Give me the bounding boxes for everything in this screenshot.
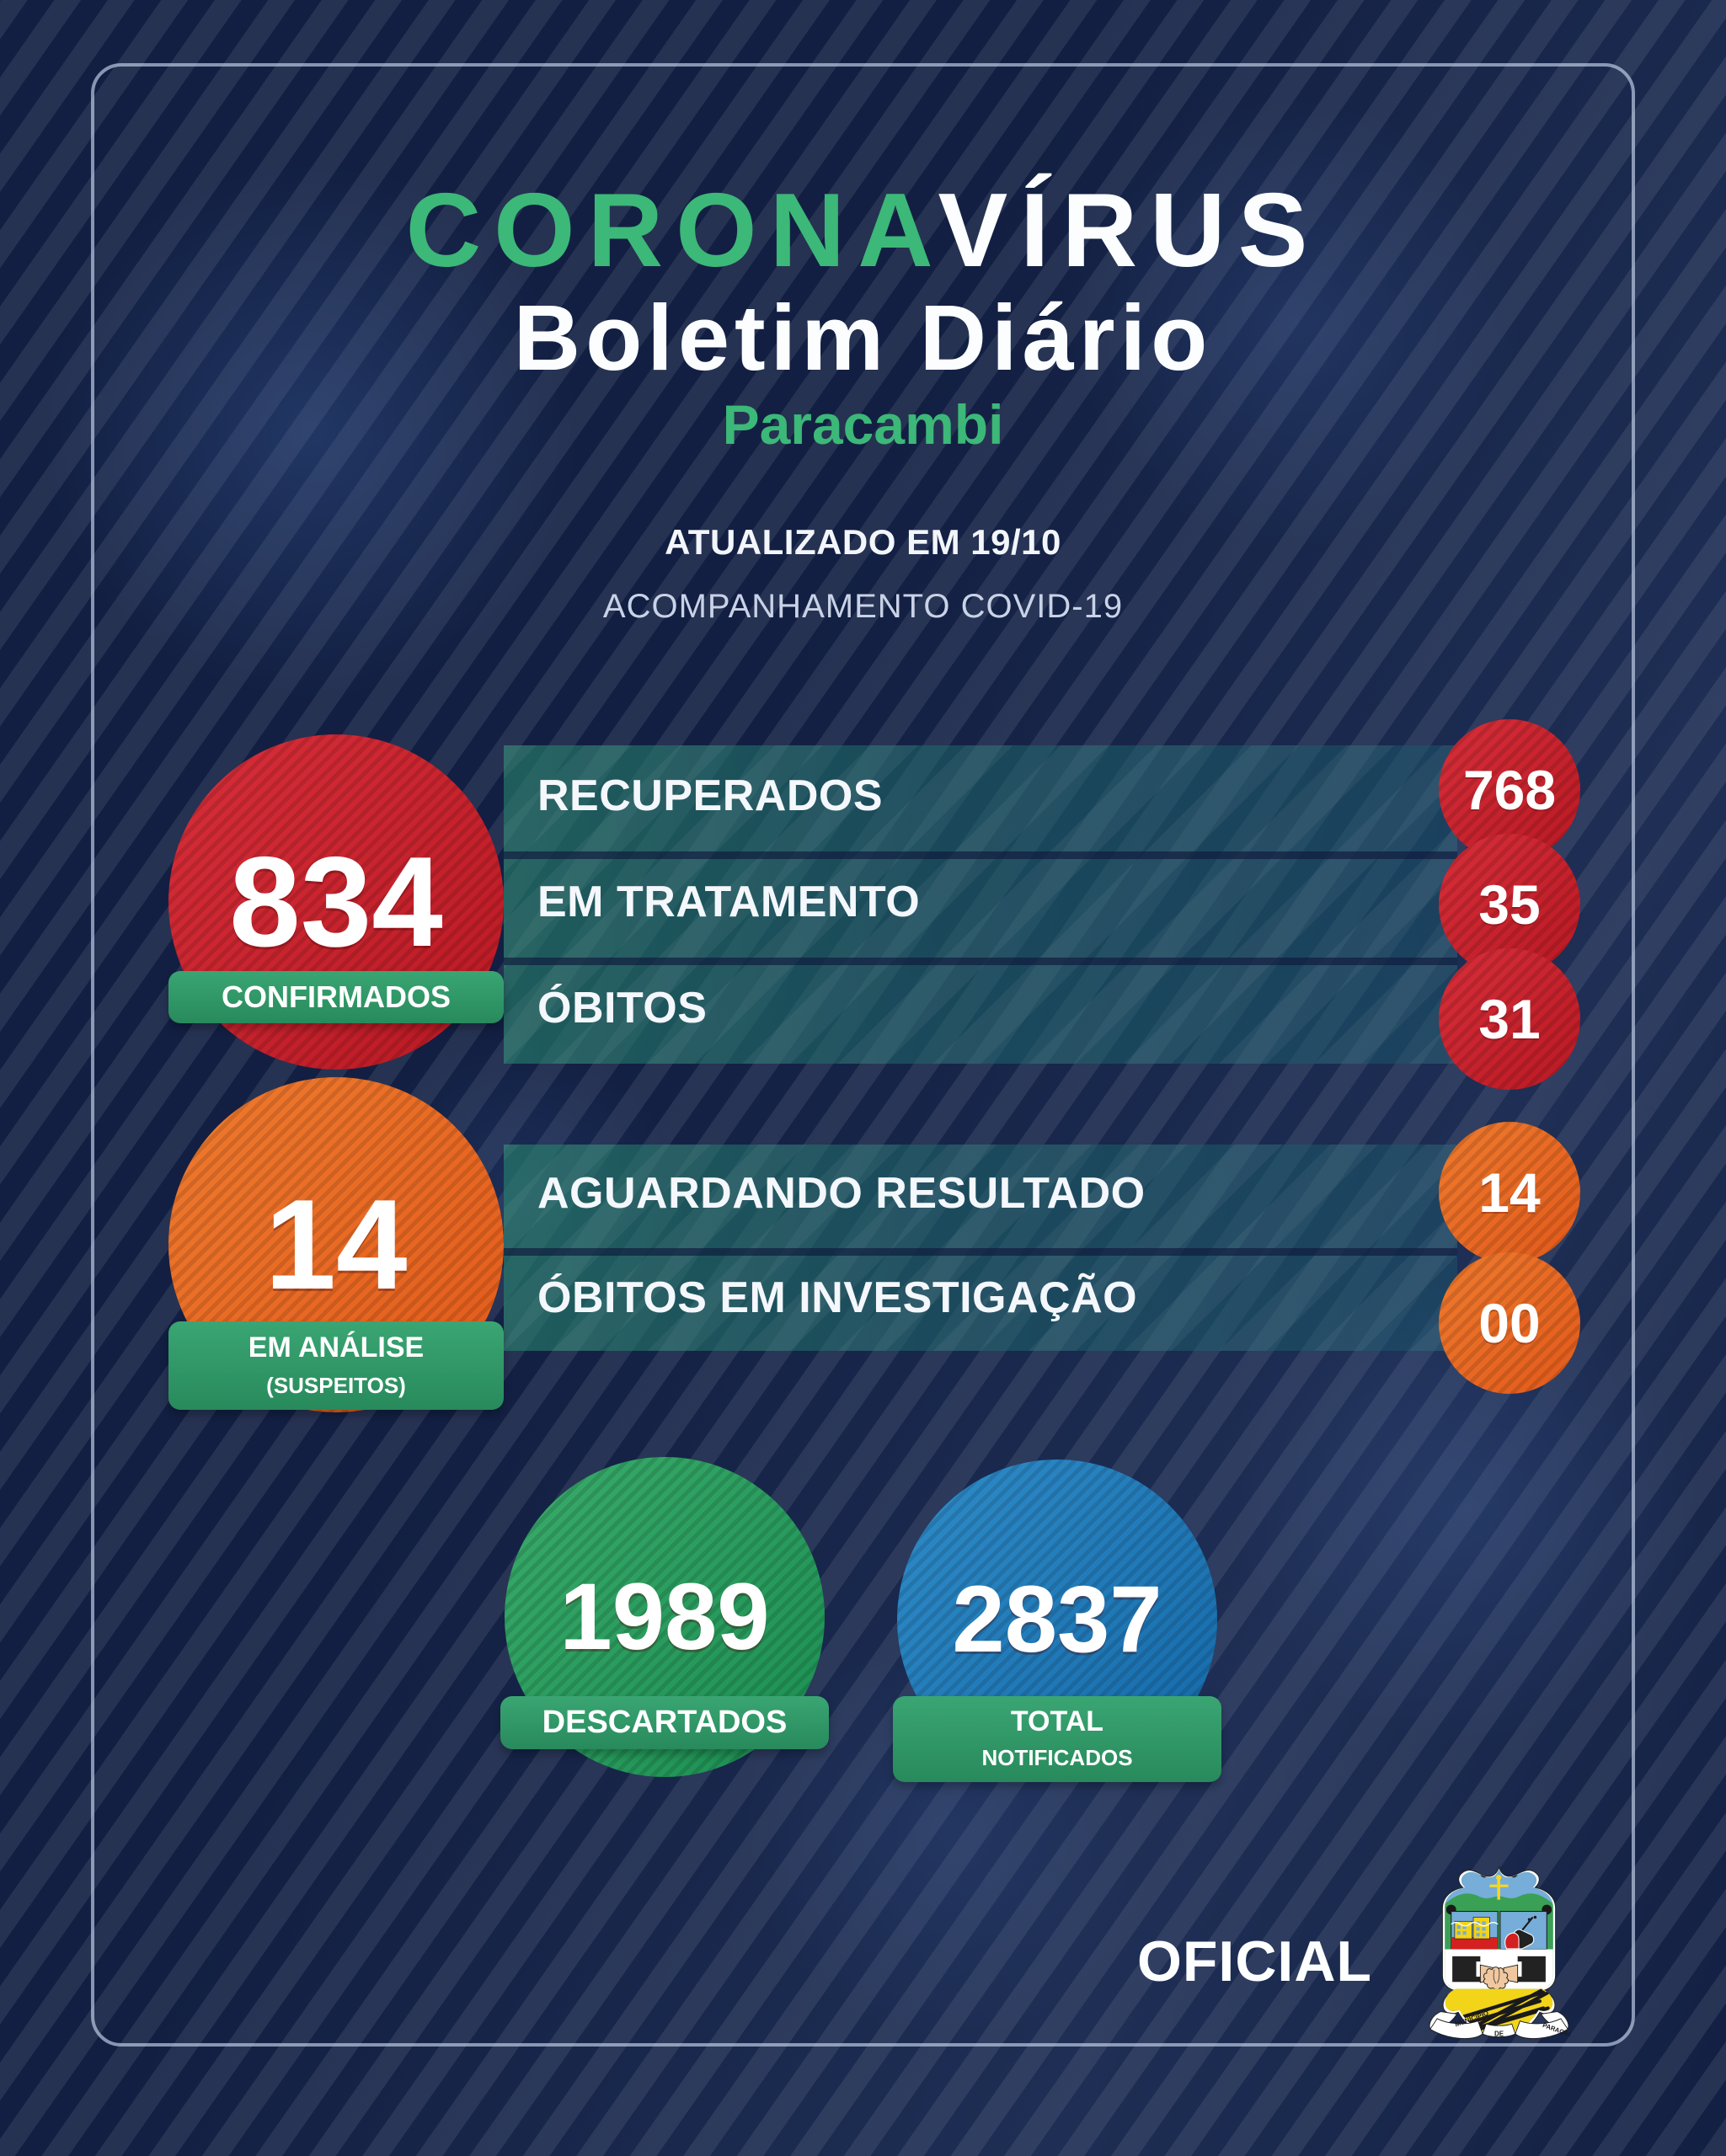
svg-text:DE: DE [1494, 2031, 1504, 2038]
